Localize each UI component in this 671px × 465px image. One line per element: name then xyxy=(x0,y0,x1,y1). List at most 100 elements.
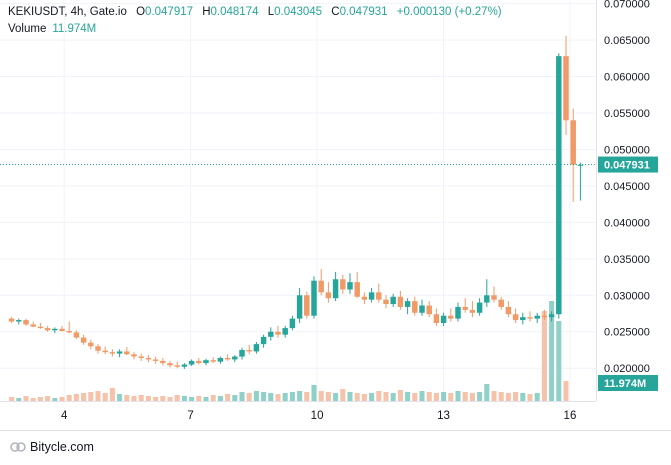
candle-body xyxy=(109,352,116,354)
change-value: +0.000130 (+0.27%) xyxy=(396,6,502,18)
open-value: 0.047917 xyxy=(145,6,194,18)
symbol-label: KEKIUSDT, 4h, Gate.io xyxy=(8,6,127,18)
candle-body xyxy=(376,292,382,300)
volume-bar xyxy=(541,311,547,401)
candle-body xyxy=(188,360,195,365)
candle-body xyxy=(455,306,461,319)
candle-body xyxy=(167,363,173,366)
candle-body xyxy=(476,302,483,313)
volume-bar xyxy=(354,393,360,401)
price-tick-label: 0.060000 xyxy=(604,72,650,84)
candlestick-chart-svg[interactable]: 0.070000 0.065000 0.060000 0.055000 0.050000… xyxy=(0,0,671,430)
volume-bar xyxy=(549,301,555,401)
candle-body xyxy=(527,317,533,319)
volume-bar xyxy=(181,396,187,401)
candle-body xyxy=(512,314,519,321)
volume-label: Volume xyxy=(8,23,47,35)
volume-bar xyxy=(297,391,303,401)
price-chart[interactable]: 0.070000 0.065000 0.060000 0.055000 0.050000… xyxy=(0,0,671,430)
candle-body xyxy=(44,328,51,331)
candle-body xyxy=(419,305,425,313)
candle-body xyxy=(368,292,375,300)
candle-body xyxy=(196,360,202,364)
volume-bar xyxy=(376,391,382,401)
price-tick-label: 0.020000 xyxy=(604,363,650,375)
candle-body xyxy=(138,356,144,358)
candle-body xyxy=(577,164,584,166)
volume-bar xyxy=(405,392,411,401)
volume-bar xyxy=(505,393,511,401)
brand-link[interactable]: Bitycle.com xyxy=(10,439,94,455)
candle-body xyxy=(37,326,44,329)
volume-bar xyxy=(124,395,130,401)
candle-body xyxy=(563,56,569,121)
candle-body xyxy=(8,318,15,322)
volume-bar xyxy=(318,391,324,401)
volume-bar xyxy=(426,392,432,401)
candle-body xyxy=(275,331,281,335)
chart-legend: KEKIUSDT, 4h, Gate.io O0.047917 H0.04817… xyxy=(8,4,502,38)
volume-bar xyxy=(246,393,252,401)
candle-body xyxy=(340,279,346,290)
volume-bar xyxy=(203,397,209,401)
candle-body xyxy=(412,301,418,313)
candle-body xyxy=(282,328,288,335)
volume-bar xyxy=(304,392,310,401)
candle-body xyxy=(404,301,411,307)
candle-body xyxy=(520,317,526,321)
volume-bar xyxy=(340,389,346,401)
volume-bar xyxy=(9,397,15,401)
candle-body xyxy=(440,315,447,323)
volume-bar xyxy=(153,397,159,401)
low-value: 0.043045 xyxy=(274,6,323,18)
volume-bar xyxy=(412,393,418,401)
open-label: O xyxy=(136,6,146,18)
candle-body xyxy=(160,360,166,364)
candle-body xyxy=(181,364,188,367)
candle-body xyxy=(383,299,389,305)
volume-bar xyxy=(16,398,22,401)
volume-badge xyxy=(598,375,658,391)
volume-bar xyxy=(131,396,137,401)
last-price-badge-label: 0.047931 xyxy=(604,160,650,172)
candle-body xyxy=(232,356,238,360)
volume-bar xyxy=(462,392,468,401)
volume-bar xyxy=(23,396,29,401)
candle-body xyxy=(390,296,396,305)
candle-body xyxy=(548,314,555,318)
volume-bar xyxy=(66,395,72,401)
candle-body xyxy=(304,295,310,316)
volume-bar xyxy=(52,398,58,401)
candle-body xyxy=(239,349,245,357)
candle-body xyxy=(73,332,80,338)
volume-bar xyxy=(45,396,51,401)
time-tick-label: 16 xyxy=(564,410,577,422)
volume-bar xyxy=(102,393,108,401)
candle-body xyxy=(426,305,432,315)
candle-body xyxy=(325,292,332,299)
candle-body xyxy=(210,360,216,362)
volume-bar xyxy=(383,392,389,401)
price-tick-label: 0.055000 xyxy=(604,108,650,120)
volume-bar xyxy=(289,392,295,401)
candle-body xyxy=(289,318,296,329)
volume-bar xyxy=(563,381,569,401)
volume-bar xyxy=(217,396,223,401)
time-tick-label: 4 xyxy=(61,410,68,422)
candle-body xyxy=(397,296,404,307)
volume-bar xyxy=(109,388,115,401)
volume-bar xyxy=(534,393,540,401)
volume-bar xyxy=(491,391,497,401)
candle-body xyxy=(145,357,152,360)
candle-body xyxy=(88,342,94,347)
volume-bar xyxy=(556,321,562,401)
footer-bar: Bitycle.com xyxy=(0,430,671,465)
volume-badge-label: 11.974M xyxy=(604,378,646,390)
time-tick-label: 13 xyxy=(437,410,450,422)
volume-bar xyxy=(167,397,173,401)
candle-body xyxy=(253,344,260,352)
volume-bar xyxy=(275,394,281,401)
candle-body xyxy=(491,295,497,300)
volume-bar xyxy=(311,385,317,401)
time-tick-label: 10 xyxy=(311,410,324,422)
